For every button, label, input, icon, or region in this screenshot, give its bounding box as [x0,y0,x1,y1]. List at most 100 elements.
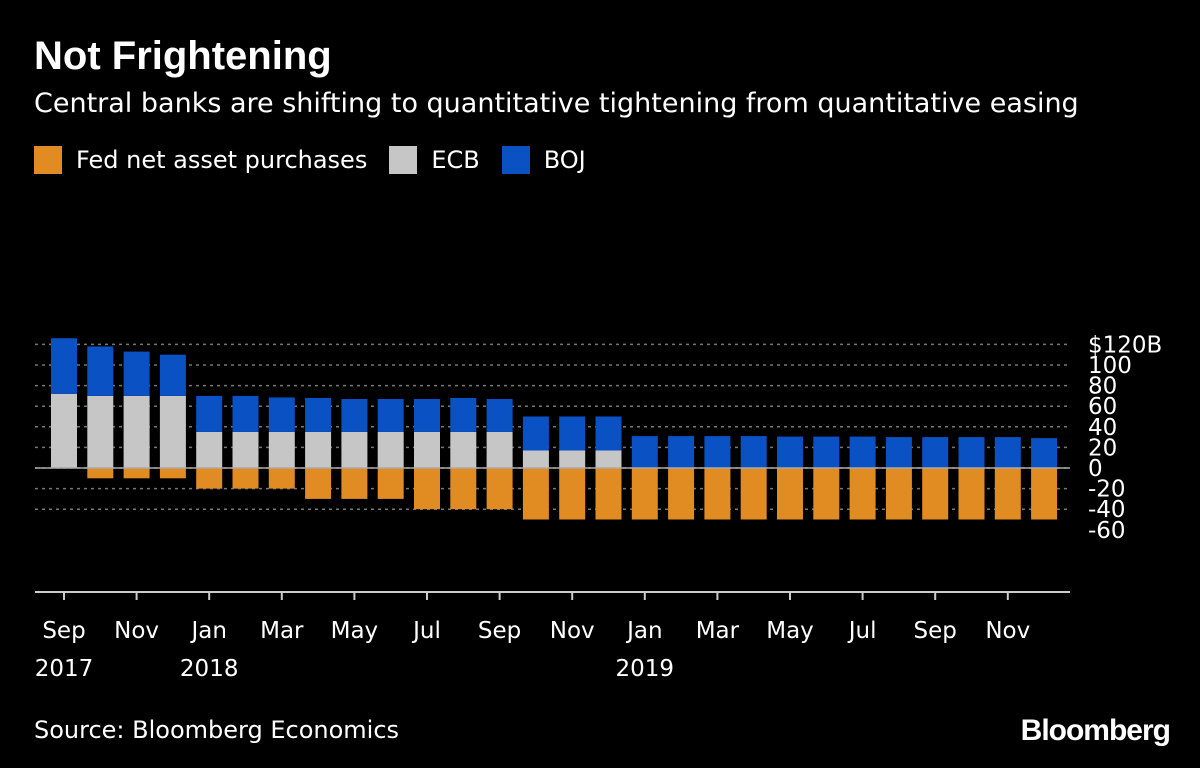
bar-fed [813,468,840,520]
bar-ecb [159,395,186,468]
bar-ecb [341,431,368,468]
bar-fed [740,468,767,520]
bar-boj [777,436,803,468]
bar-fed [885,468,912,520]
y-tick-label: -40 [1088,497,1126,523]
bar-fed [631,468,658,520]
chart-title: Not Frightening [34,34,332,78]
bar-fed [777,468,803,520]
bar-ecb [87,395,114,468]
bar-boj [305,397,332,432]
bar-ecb [305,431,332,468]
legend-label: Fed net asset purchases [76,146,368,174]
bar-fed [958,468,985,520]
y-tick-label: 40 [1088,415,1117,441]
legend-item: ECB [389,146,480,174]
x-tick-label: Jan [625,618,662,644]
x-tick-label: Nov [985,618,1030,644]
bar-ecb [486,431,513,468]
y-tick-label: -20 [1088,477,1126,503]
bar-boj [704,436,731,468]
y-tick-label: 100 [1088,353,1132,379]
bar-boj [1031,438,1058,468]
x-tick-label: Sep [478,618,521,644]
bar-ecb [268,431,295,468]
bar-fed [704,468,731,520]
bar-boj [51,338,77,394]
bar-fed [414,468,440,510]
bar-boj [87,346,114,396]
x-tick-label: Jul [411,618,441,644]
y-tick-label: -60 [1088,518,1126,544]
bar-boj [486,398,513,432]
x-tick-label: Jan [189,618,226,644]
bar-fed [595,468,622,520]
bar-fed [522,468,549,520]
x-tick-label: Nov [114,618,159,644]
legend-swatch [34,146,62,174]
legend-label: BOJ [543,146,586,174]
bar-fed [486,468,513,510]
bar-boj [123,351,150,396]
bar-ecb [51,393,77,468]
chart-subtitle: Central banks are shifting to quantitati… [34,88,1079,119]
bar-boj [994,437,1021,468]
bar-ecb [377,431,404,468]
bar-ecb [123,395,150,468]
bar-fed [450,468,477,510]
x-year-label: 2019 [616,656,675,682]
bar-boj [813,436,840,468]
bloomberg-logo: Bloomberg [1020,714,1171,747]
bar-ecb [595,450,622,468]
bar-ecb [450,431,477,468]
source-note: Source: Bloomberg Economics [34,716,400,744]
legend-item: BOJ [501,146,586,174]
bar-fed [922,468,949,520]
y-tick-label: $120B [1088,332,1162,358]
bar-boj [268,397,295,432]
bar-ecb [232,431,259,468]
x-tick-label: Sep [914,618,957,644]
x-tick-label: May [331,618,379,644]
bar-ecb [414,431,440,468]
bar-ecb [559,450,586,468]
bar-boj [922,437,949,468]
bar-boj [232,395,259,432]
y-tick-label: 0 [1088,456,1103,482]
x-tick-label: Jul [847,618,877,644]
x-tick-label: Sep [42,618,85,644]
bar-fed [341,468,368,499]
x-year-label: 2017 [35,656,94,682]
bar-ecb [196,431,223,468]
bar-fed [232,468,259,489]
bar-boj [958,437,985,468]
bar-fed [87,468,114,479]
bar-boj [414,398,440,432]
bar-fed [1031,468,1058,520]
x-tick-label: May [766,618,814,644]
legend-item: Fed net asset purchases [34,146,367,174]
bar-fed [123,468,150,479]
x-tick-label: Mar [696,618,740,644]
bar-fed [196,468,223,489]
bar-boj [159,354,186,396]
bar-boj [668,436,695,468]
legend-label: ECB [431,146,480,174]
bar-fed [668,468,695,520]
bar-boj [740,436,767,468]
y-tick-label: 80 [1088,374,1117,400]
bar-fed [268,468,295,489]
bar-boj [559,416,586,451]
y-tick-label: 20 [1088,435,1117,461]
x-tick-label: Nov [550,618,595,644]
bar-boj [377,398,404,432]
bar-fed [849,468,876,520]
bar-boj [595,416,622,451]
x-tick-label: Mar [260,618,304,644]
bar-fed [305,468,332,499]
bar-fed [159,468,186,479]
bar-boj [631,436,658,468]
y-tick-label: 60 [1088,394,1117,420]
legend-swatch [389,146,418,174]
